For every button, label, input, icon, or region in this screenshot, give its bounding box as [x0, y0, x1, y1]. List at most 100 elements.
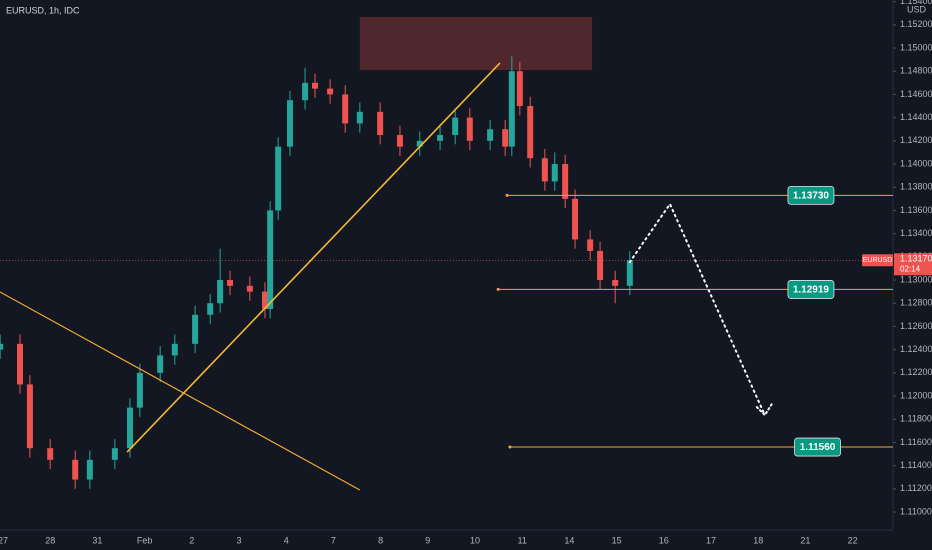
x-tick-label: 22 — [848, 535, 858, 545]
candle-body — [527, 106, 534, 159]
candle-body — [261, 291, 268, 310]
level-label-box — [787, 185, 835, 205]
candle-body — [126, 407, 133, 449]
candle-body — [327, 88, 334, 95]
x-tick-label: 18 — [753, 535, 763, 545]
y-tick-label: 1.14600 — [900, 89, 932, 99]
x-tick-label: 15 — [612, 535, 622, 545]
level-label: 1.11560 — [800, 442, 836, 453]
candle-body — [111, 448, 118, 460]
y-tick-label: 1.12400 — [900, 344, 932, 354]
y-tick-label: 1.12000 — [900, 390, 932, 400]
candle-body — [562, 164, 569, 199]
x-tick-label: 2 — [189, 535, 194, 545]
level-label-box — [787, 280, 835, 299]
y-tick-label: 1.11400 — [900, 460, 932, 470]
y-tick-label: 1.12600 — [900, 321, 932, 331]
candle-body — [302, 82, 309, 101]
trend-line — [126, 62, 501, 453]
y-tick-label: 1.12800 — [900, 298, 932, 308]
candle-body — [487, 129, 494, 141]
candle-body — [541, 158, 548, 182]
candle-body — [136, 372, 143, 408]
y-tick-label: 1.14400 — [900, 112, 932, 122]
price-label: 1.13170 — [900, 254, 932, 264]
candle-body — [171, 343, 178, 356]
x-tick-label: 10 — [470, 535, 480, 545]
candle-body — [72, 459, 79, 480]
trend-line — [0, 291, 361, 491]
level-anchor — [505, 193, 509, 197]
projection-path — [628, 202, 766, 417]
candle-body — [26, 384, 33, 449]
symbol-label: EURUSD — [863, 257, 893, 264]
candle-body — [551, 164, 558, 182]
candle-body — [502, 129, 509, 147]
candle-body — [16, 343, 23, 385]
x-tick-label: 14 — [564, 535, 574, 545]
y-tick-label: 1.14200 — [900, 135, 932, 145]
y-tick-label: 1.11200 — [900, 483, 932, 493]
y-tick-label: 1.12200 — [900, 367, 932, 377]
candle-body — [192, 314, 199, 344]
candle-body — [311, 82, 318, 89]
supply-zone — [359, 17, 593, 71]
x-tick-label: Feb — [137, 535, 153, 545]
candle-body — [466, 117, 473, 141]
candle-body — [416, 140, 423, 147]
level-label: 1.13730 — [793, 190, 830, 201]
level-anchor — [496, 287, 500, 291]
plot-area — [0, 17, 893, 491]
x-tick-label: 7 — [331, 535, 336, 545]
level-label-box — [794, 437, 841, 457]
candle-body — [626, 260, 633, 286]
candle-body — [597, 251, 604, 281]
x-tick-label: 21 — [800, 535, 810, 545]
y-tick-label: 1.15400 — [900, 0, 932, 6]
y-tick-label: 1.13400 — [900, 228, 932, 238]
candle-body — [587, 239, 594, 252]
y-tick-label: 1.15200 — [900, 19, 932, 29]
candle-body — [437, 135, 444, 141]
axis-unit: USD — [907, 4, 927, 14]
y-tick-label: 1.14800 — [900, 66, 932, 76]
candle-body — [157, 355, 164, 373]
candle-body — [508, 71, 515, 147]
y-tick-label: 1.13000 — [900, 274, 932, 284]
chart-title: EURUSD, 1h, IDC — [6, 5, 80, 15]
candle-body — [275, 146, 282, 211]
y-tick-label: 1.15000 — [900, 42, 932, 52]
x-tick-label: 9 — [425, 535, 430, 545]
y-tick-label: 1.11000 — [900, 506, 932, 516]
level-anchor — [508, 445, 512, 449]
x-tick-label: 4 — [284, 535, 289, 545]
candle-body — [227, 280, 234, 286]
x-tick-label: 28 — [45, 535, 55, 545]
x-tick-label: 16 — [659, 535, 669, 545]
candle-body — [286, 100, 293, 147]
candle-body — [342, 94, 349, 124]
y-tick-label: 1.14000 — [900, 158, 932, 168]
candle-body — [47, 448, 54, 460]
x-tick-label: 8 — [378, 535, 383, 545]
candle-body — [207, 303, 214, 315]
symbol-badge — [862, 254, 893, 267]
candle-body — [86, 459, 93, 480]
x-tick-label: 3 — [236, 535, 241, 545]
candle-body — [572, 198, 579, 240]
level-label: 1.12919 — [793, 285, 830, 296]
y-tick-label: 1.11600 — [900, 437, 932, 447]
candle-body — [612, 280, 619, 286]
candle-body — [452, 117, 459, 136]
candle-body — [0, 343, 4, 350]
y-tick-label: 1.11800 — [900, 414, 932, 424]
y-tick-label: 1.13800 — [900, 182, 932, 192]
candle-body — [356, 111, 363, 124]
x-tick-label: 31 — [92, 535, 102, 545]
projection-arrowhead — [755, 403, 773, 417]
candle-body — [267, 210, 274, 310]
price-badge — [894, 253, 932, 276]
candle-body — [396, 135, 403, 147]
